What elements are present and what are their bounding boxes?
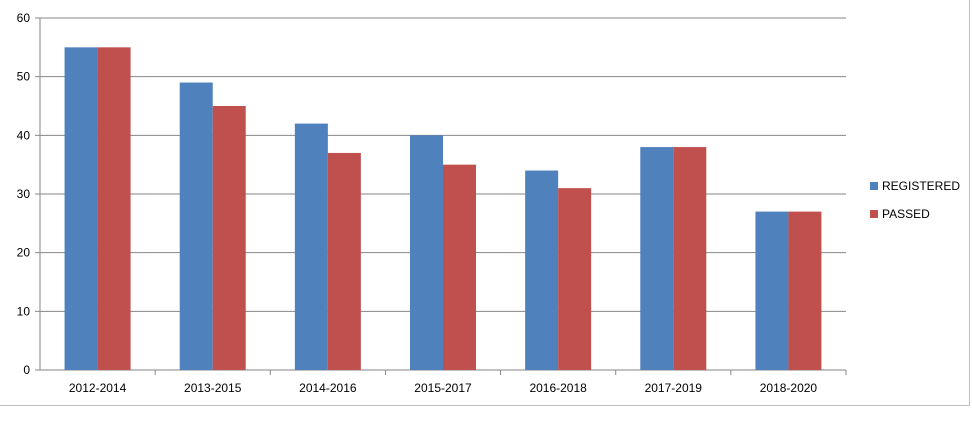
bar-passed-2013-2015: [212, 106, 246, 370]
bar-registered-2015-2017: [410, 135, 443, 370]
bar-passed-2018-2020: [788, 211, 822, 370]
y-tick-label: 0: [23, 363, 30, 377]
y-tick-label: 30: [17, 187, 31, 201]
bar-registered-2017-2019: [640, 147, 674, 370]
bar-registered-2014-2016: [294, 123, 328, 370]
x-tick-label: 2017-2019: [645, 381, 703, 395]
chart-frame: [0, 0, 970, 406]
bar-registered-2018-2020: [755, 211, 789, 370]
y-tick-label: 10: [17, 304, 31, 318]
bar-passed-2014-2016: [327, 152, 361, 370]
bar-passed-2012-2014: [97, 47, 131, 370]
x-tick-label: 2015-2017: [414, 381, 472, 395]
x-tick-label: 2012-2014: [69, 381, 127, 395]
x-tick-label: 2014-2016: [299, 381, 357, 395]
bar-passed-2016-2018: [558, 188, 592, 370]
legend-swatch-passed: [870, 210, 878, 218]
y-tick-labels: 0 10 20 30 40 50 60: [17, 11, 31, 377]
bar-passed-2015-2017: [443, 164, 476, 370]
y-tick-label: 50: [17, 70, 31, 84]
x-tick-labels: 2012-2014 2013-2015 2014-2016 2015-2017 2016…: [69, 381, 818, 395]
x-tick-label: 2016-2018: [529, 381, 587, 395]
y-tick-label: 60: [17, 11, 31, 25]
x-tick-label: 2018-2020: [760, 381, 818, 395]
legend-swatch-registered: [870, 182, 878, 190]
bar-passed-2017-2019: [673, 147, 707, 370]
bar-registered-2012-2014: [64, 47, 98, 370]
bar-registered-2016-2018: [525, 170, 559, 370]
legend-label-registered: REGISTERED: [882, 179, 960, 193]
legend: REGISTERED PASSED: [870, 179, 960, 221]
y-tick-label: 20: [17, 246, 31, 260]
bars: [64, 47, 822, 371]
x-tick-label: 2013-2015: [184, 381, 242, 395]
y-tick-label: 40: [17, 128, 31, 142]
bar-registered-2013-2015: [179, 82, 213, 371]
legend-label-passed: PASSED: [882, 207, 930, 221]
